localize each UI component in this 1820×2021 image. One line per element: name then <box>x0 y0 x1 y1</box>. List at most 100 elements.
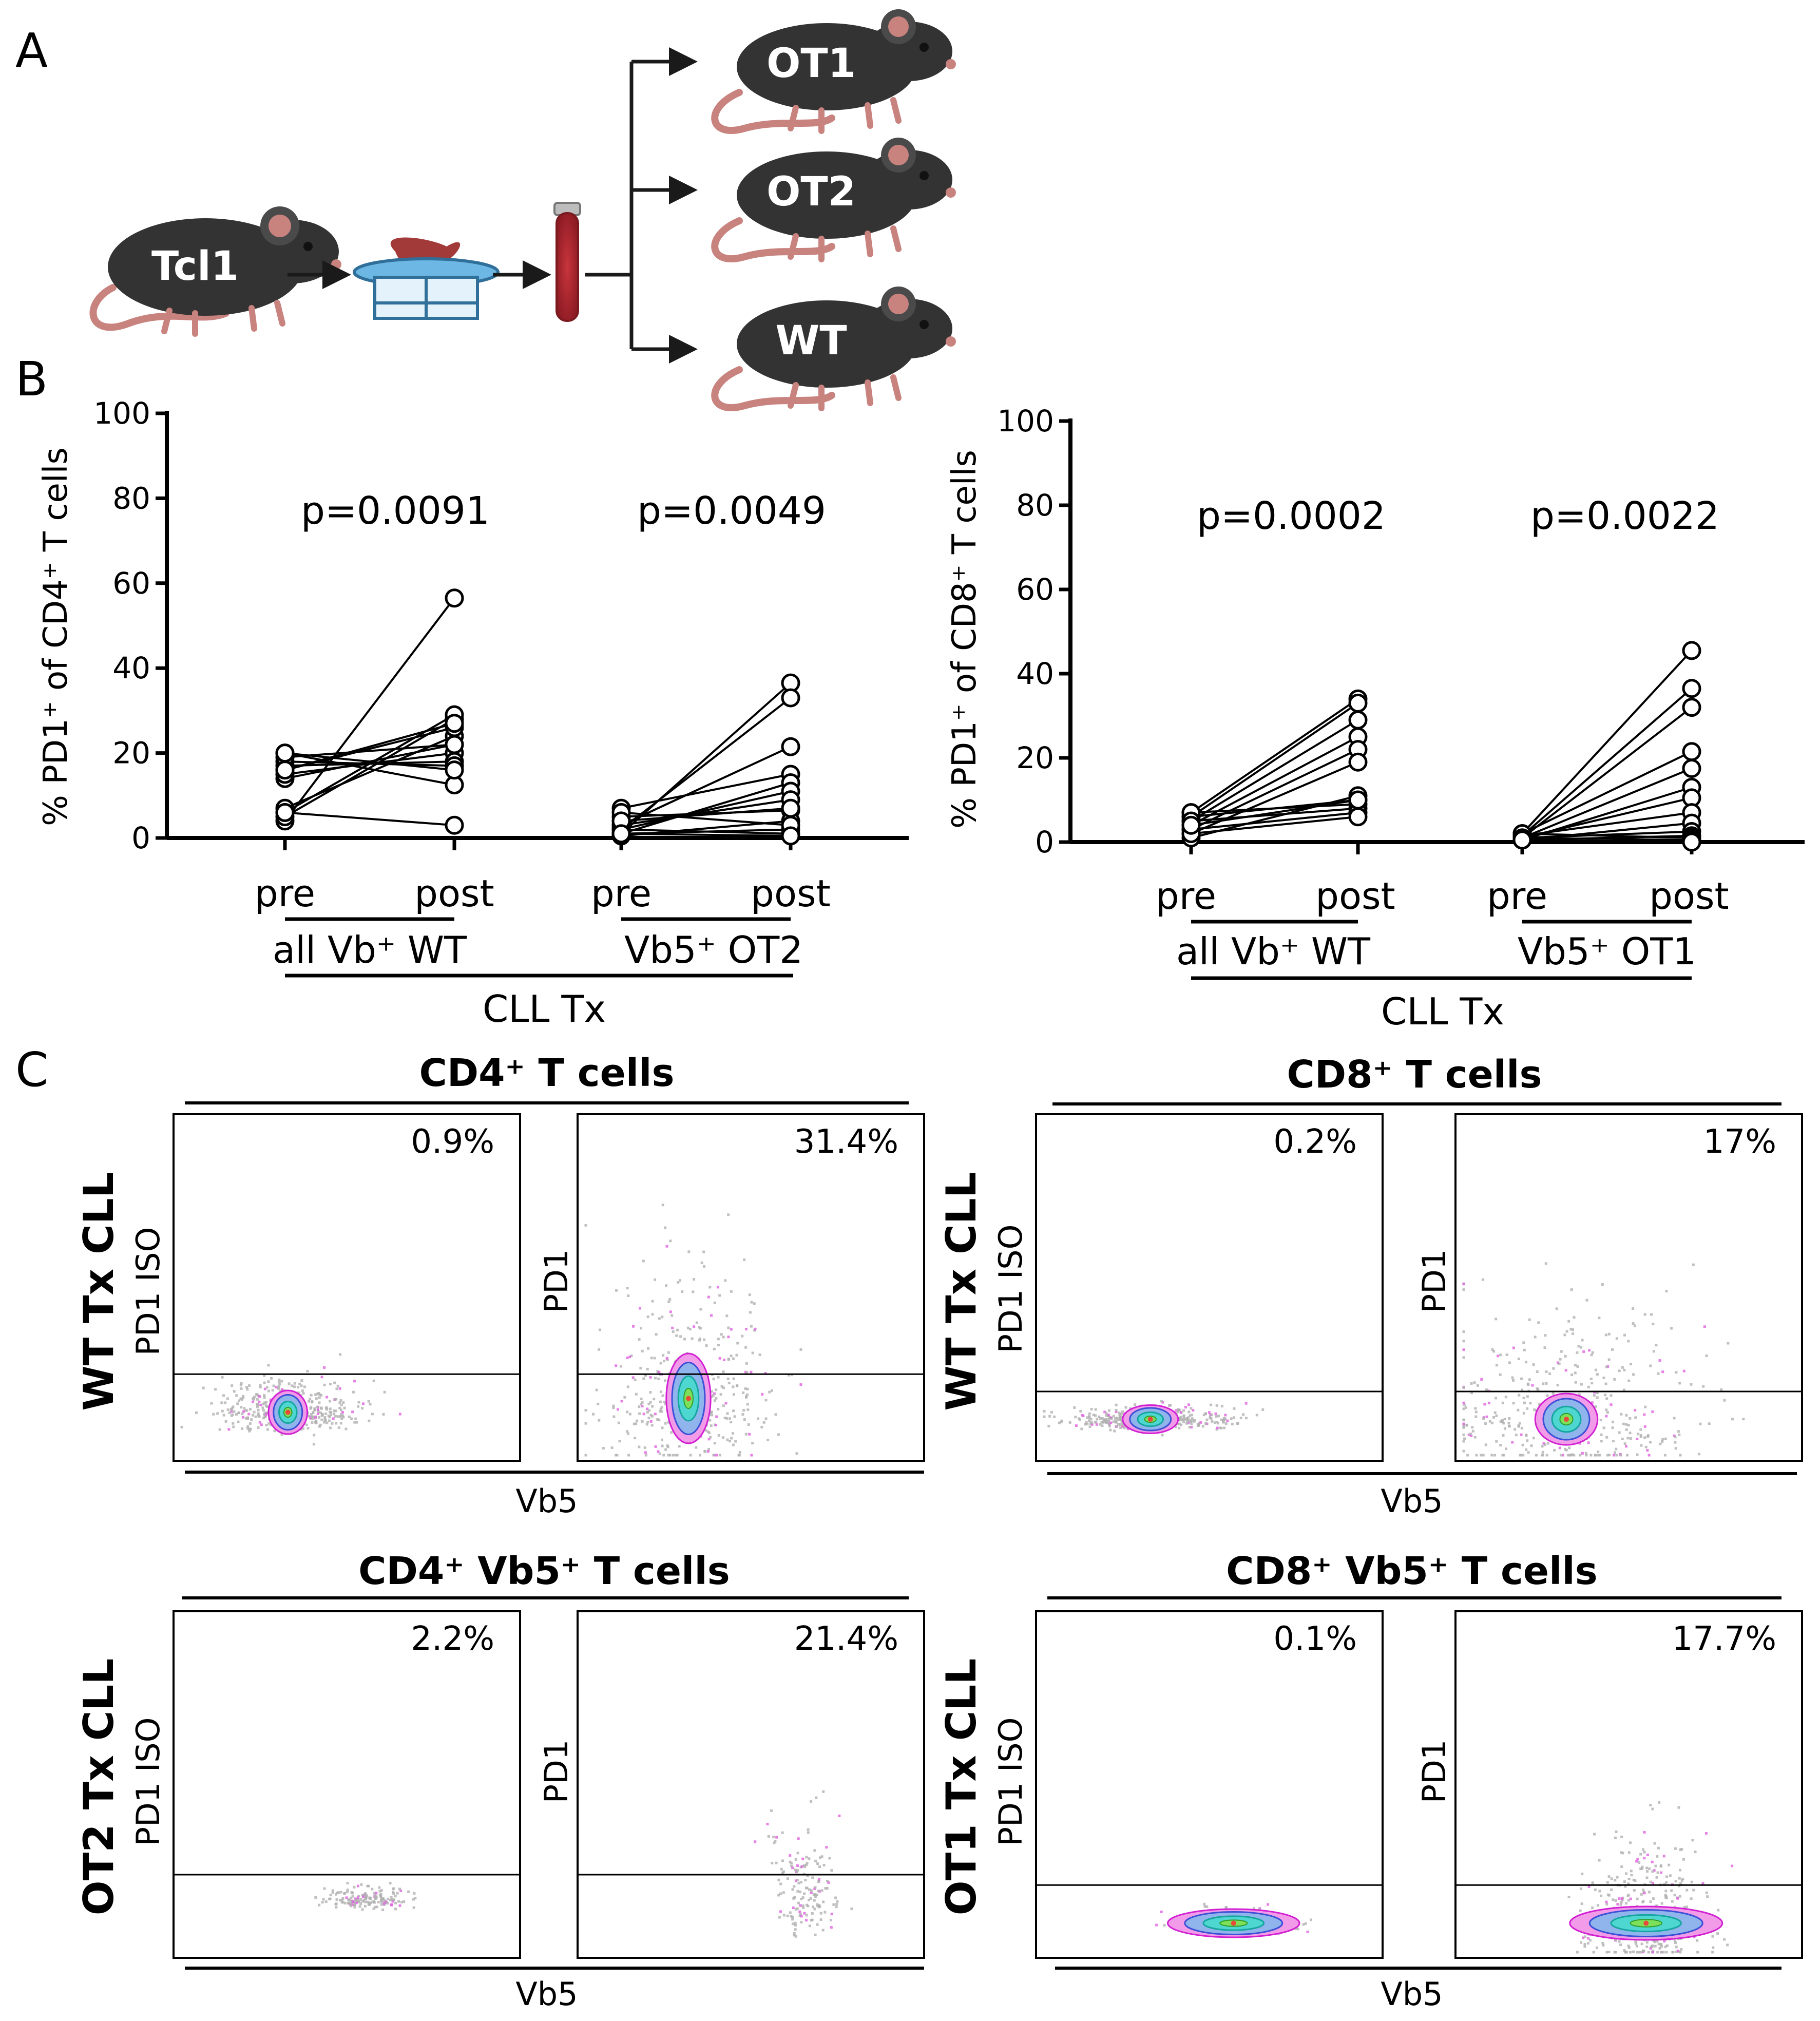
paired-line <box>284 752 455 786</box>
paired-line <box>1190 698 1359 814</box>
data-point <box>445 714 464 733</box>
row-label: WT Tx CLL <box>75 1172 123 1410</box>
flow-plot: 21.4% <box>577 1610 925 1959</box>
flow-plot: 17% <box>1454 1113 1803 1462</box>
y-tick-label: 100 <box>997 404 1054 438</box>
paired-line <box>1522 767 1692 839</box>
row-label: OT1 Tx CLL <box>937 1658 985 1916</box>
paired-line <box>1521 688 1693 837</box>
chart-left: % PD1⁺ of CD4⁺ T cells 0 20 40 60 80 100 p=0.… <box>37 396 909 1031</box>
data-point <box>1682 641 1701 660</box>
paired-line <box>621 781 791 835</box>
data-point <box>611 824 631 844</box>
data-point <box>445 735 464 754</box>
paired-line <box>621 746 791 827</box>
y-tick-label: 80 <box>112 481 150 516</box>
flow-plot: 17.7% <box>1454 1610 1803 1959</box>
data-point <box>445 588 464 608</box>
flow-plot-frame <box>577 1113 925 1462</box>
paired-line <box>284 735 455 809</box>
paired-line <box>1522 750 1692 835</box>
mouse-icon: OT1 <box>711 9 956 134</box>
paired-line <box>621 790 791 831</box>
group-label: Vb5⁺ OT2 <box>624 928 803 971</box>
data-point <box>1348 790 1368 810</box>
flow-y-label: PD1 <box>538 1740 575 1804</box>
paired-line <box>621 832 791 837</box>
data-point <box>1348 710 1368 730</box>
y-tick-label: 40 <box>1016 656 1054 691</box>
flow-y-label: PD1 <box>1415 1740 1453 1804</box>
gate-percent: 2.2% <box>411 1620 494 1658</box>
y-axis-title: % PD1⁺ of CD8⁺ T cells <box>946 450 984 829</box>
data-point <box>1682 742 1701 761</box>
gate-percent: 0.2% <box>1273 1123 1357 1161</box>
paired-line <box>621 798 791 827</box>
paired-line <box>1521 707 1693 839</box>
paired-line <box>1191 807 1358 822</box>
data-point <box>1682 832 1701 852</box>
paired-line <box>1522 830 1692 839</box>
flow-section-title: CD8⁺ T cells <box>1287 1053 1542 1097</box>
flow-section-title: CD4⁺ Vb5⁺ T cells <box>358 1549 730 1593</box>
y-tick-label: 60 <box>112 566 150 601</box>
flow-plot: 0.9% <box>173 1113 521 1462</box>
x-tick-label: pre <box>591 872 652 915</box>
recipient-mouse-label: WT <box>775 318 847 364</box>
flow-x-label: Vb5 <box>515 1482 578 1520</box>
data-point <box>275 803 295 822</box>
paired-line <box>621 828 791 835</box>
flow-plot: 2.2% <box>173 1610 521 1959</box>
data-point <box>781 826 800 846</box>
density-peak <box>1231 1920 1236 1926</box>
paired-line <box>1191 803 1358 814</box>
density-peak <box>686 1396 691 1401</box>
pvalue-label: p=0.0002 <box>1197 494 1386 538</box>
paired-line <box>1522 832 1692 839</box>
flow-y-label: PD1 ISO <box>992 1225 1029 1353</box>
flow-y-label: PD1 ISO <box>129 1718 167 1846</box>
paired-line <box>621 809 791 818</box>
gate-percent: 31.4% <box>794 1123 898 1161</box>
gate-percent: 0.9% <box>411 1123 494 1161</box>
data-point <box>1682 759 1701 778</box>
row-label: OT2 Tx CLL <box>75 1658 123 1916</box>
paired-line <box>621 773 791 810</box>
data-point <box>1348 807 1368 827</box>
flow-section-title: CD8⁺ Vb5⁺ T cells <box>1226 1549 1598 1593</box>
pvalue-label: p=0.0091 <box>301 489 490 533</box>
pvalue-label: p=0.0049 <box>637 489 826 533</box>
flow-plot-frame <box>577 1610 925 1959</box>
flow-plot-frame <box>1454 1610 1803 1959</box>
panel-label-c: C <box>15 1042 48 1097</box>
group-label: all Vb⁺ WT <box>1176 930 1371 973</box>
paired-line <box>284 811 455 827</box>
data-point <box>1682 698 1701 717</box>
recipient-mouse-label: OT1 <box>767 41 856 87</box>
row-label: WT Tx CLL <box>937 1172 985 1410</box>
x-tick-label: post <box>1315 874 1395 918</box>
data-point <box>781 737 800 756</box>
paired-line <box>620 697 792 831</box>
panel-label-a: A <box>15 23 48 78</box>
y-tick-label: 40 <box>112 651 150 685</box>
x-tick-label: pre <box>255 872 315 915</box>
flow-plot-frame <box>173 1113 521 1462</box>
paired-line <box>284 597 455 822</box>
x-axis-title: CLL Tx <box>483 987 606 1031</box>
paired-line <box>1522 836 1692 841</box>
paired-line <box>621 807 791 822</box>
group-label: all Vb⁺ WT <box>273 928 467 971</box>
paired-line <box>284 722 455 771</box>
data-point <box>1348 752 1368 772</box>
x-tick-label: post <box>751 872 831 915</box>
event-cloud <box>314 1882 417 1911</box>
mouse-icon: WT <box>711 287 956 411</box>
flow-plot: 0.1% <box>1035 1610 1384 1959</box>
data-point <box>1181 815 1201 835</box>
mouse-icon: Tcl1 <box>89 206 341 337</box>
flow-plot-frame <box>1035 1113 1384 1462</box>
y-tick-label: 20 <box>112 736 150 771</box>
paired-line <box>1522 838 1692 843</box>
